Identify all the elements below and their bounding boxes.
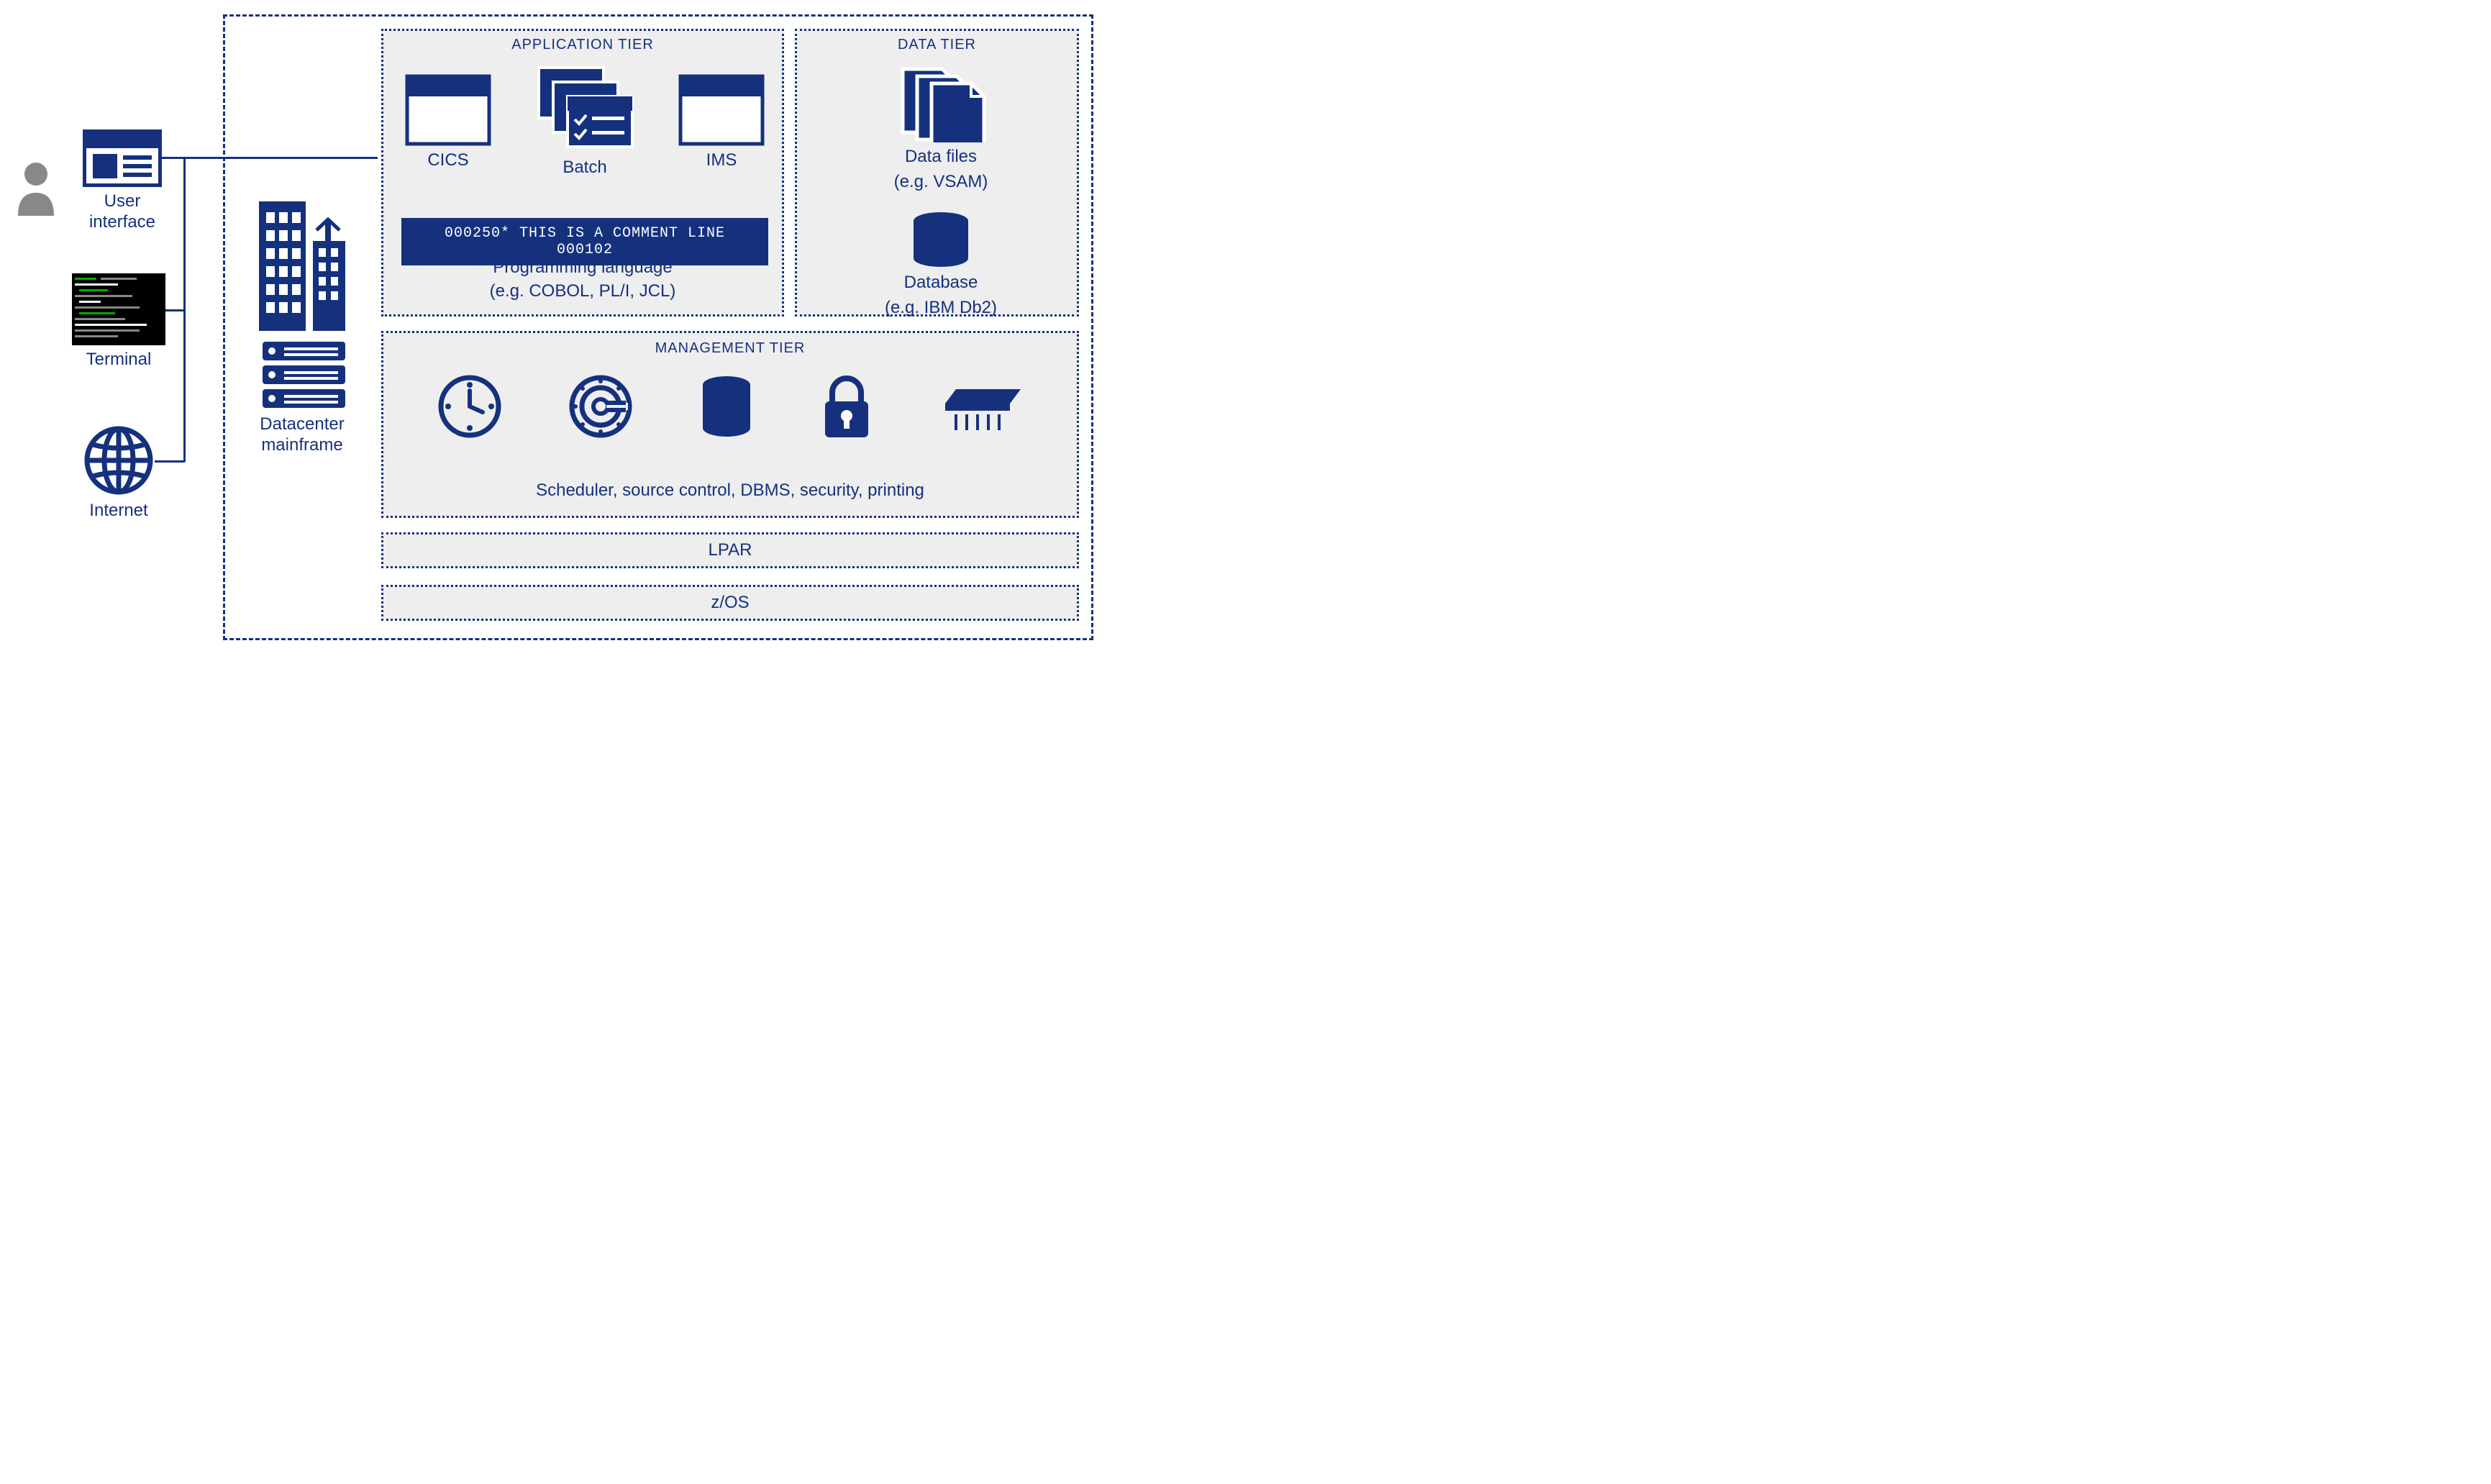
lpar-box: LPAR xyxy=(381,532,1079,568)
mgmt-tier-title: MANAGEMENT TIER xyxy=(383,340,1077,357)
lang-label-2: (e.g. COBOL, PL/I, JCL) xyxy=(383,281,782,302)
vault-icon xyxy=(567,373,635,441)
data-files-line2: (e.g. VSAM) xyxy=(894,172,988,193)
connector-line xyxy=(162,157,378,159)
internet-block: Internet xyxy=(83,424,155,522)
datacenter-block: Datacenter mainframe xyxy=(245,201,360,456)
clock-icon xyxy=(436,373,504,441)
user-interface-block: User interface xyxy=(83,129,162,233)
data-files-block: Data files (e.g. VSAM) xyxy=(880,63,1002,193)
buildings-servers-icon xyxy=(245,201,360,410)
application-tier-box: APPLICATION TIER CICS Batch xyxy=(381,29,784,317)
database-block: Database (e.g. IBM Db2) xyxy=(880,211,1002,319)
user-interface-label: User interface xyxy=(89,191,155,233)
internet-label: Internet xyxy=(89,501,147,522)
data-tier-box: DATA TIER Data files (e.g. VSAM) Databas… xyxy=(795,29,1079,317)
cics-label: CICS xyxy=(427,150,468,171)
ims-label: IMS xyxy=(706,150,737,171)
lock-icon xyxy=(818,373,875,441)
terminal-block: Terminal xyxy=(72,273,165,370)
batch-block: Batch xyxy=(534,63,635,178)
files-icon xyxy=(894,63,988,142)
database-icon xyxy=(908,211,973,268)
globe-icon xyxy=(83,424,155,496)
zos-label: z/OS xyxy=(711,593,749,614)
db-line1: Database xyxy=(904,273,978,293)
terminal-icon xyxy=(72,273,165,345)
cics-block: CICS xyxy=(405,74,491,171)
app-tier-title: APPLICATION TIER xyxy=(383,37,782,53)
zos-box: z/OS xyxy=(381,585,1079,621)
architecture-diagram: User interface Terminal xyxy=(14,14,1108,647)
window-icon xyxy=(405,74,491,146)
ims-block: IMS xyxy=(678,74,765,171)
data-tier-title: DATA TIER xyxy=(797,37,1077,53)
connector-line xyxy=(165,309,185,311)
terminal-label: Terminal xyxy=(86,350,152,370)
datacenter-label: Datacenter mainframe xyxy=(260,414,344,456)
mgmt-label: Scheduler, source control, DBMS, securit… xyxy=(383,481,1077,501)
management-tier-box: MANAGEMENT TIER xyxy=(381,331,1079,518)
window-icon xyxy=(678,74,765,146)
lang-label-1: Programming language xyxy=(383,258,782,278)
batch-label: Batch xyxy=(563,158,606,178)
ui-window-icon xyxy=(83,129,162,187)
lpar-label: LPAR xyxy=(709,540,752,561)
db-line2: (e.g. IBM Db2) xyxy=(885,298,997,319)
data-files-line1: Data files xyxy=(905,147,977,168)
cylinder-icon xyxy=(698,375,755,440)
user-icon xyxy=(14,158,58,219)
connector-line xyxy=(155,460,185,463)
printer-icon xyxy=(938,378,1024,436)
batch-stack-icon xyxy=(534,63,635,153)
